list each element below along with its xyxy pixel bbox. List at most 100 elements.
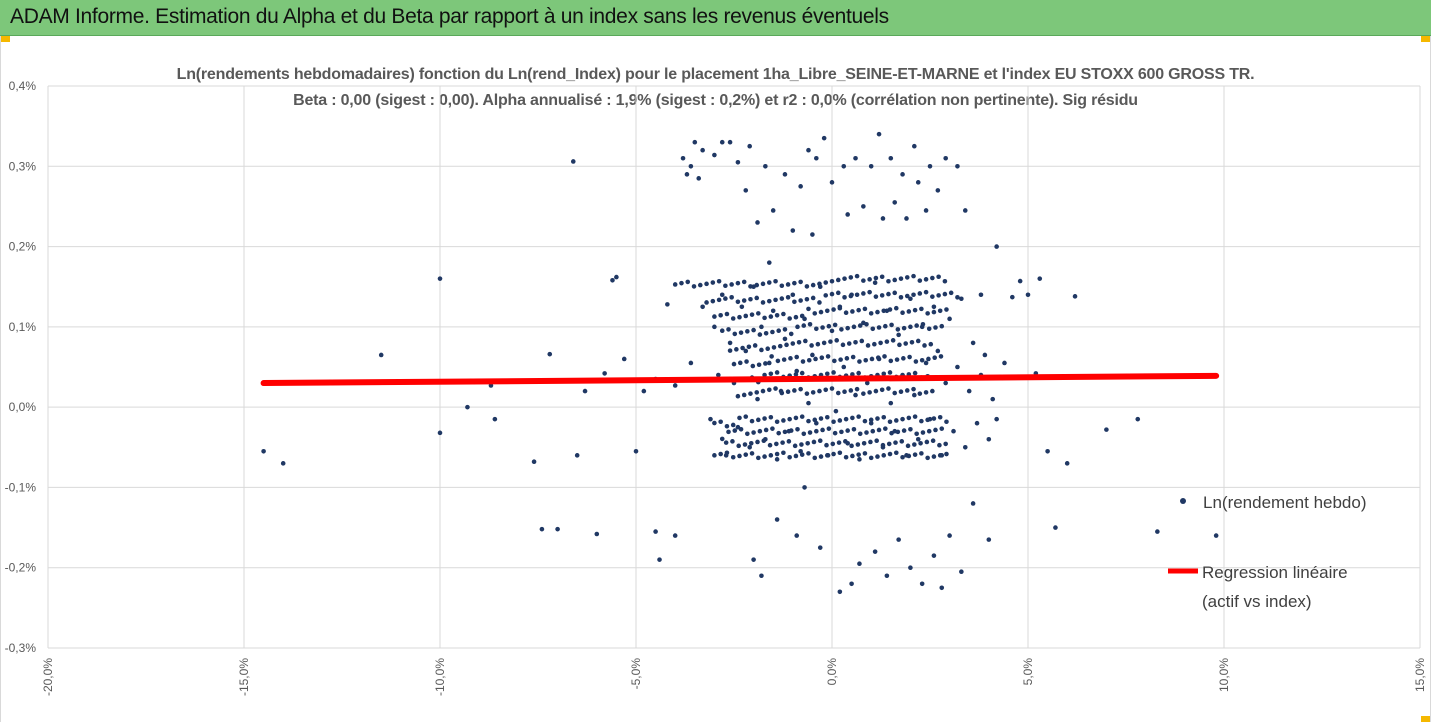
data-point — [832, 430, 838, 436]
data-point — [842, 389, 847, 395]
data-point — [842, 295, 847, 300]
data-point — [747, 143, 752, 149]
data-point — [919, 581, 925, 587]
data-point — [900, 454, 905, 460]
y-tick-label: -0,2% — [5, 561, 37, 575]
data-point — [610, 277, 615, 283]
data-point — [688, 360, 694, 366]
data-point — [875, 309, 880, 315]
data-point — [759, 573, 764, 579]
data-point — [738, 427, 744, 432]
data-point — [749, 451, 755, 456]
data-point — [814, 428, 819, 434]
data-point — [743, 188, 749, 193]
data-point — [943, 441, 948, 447]
data-point — [826, 426, 832, 431]
data-point — [724, 450, 730, 456]
data-point — [774, 419, 780, 425]
data-point — [928, 341, 934, 347]
data-point — [766, 360, 772, 366]
data-point — [824, 371, 830, 377]
data-point — [768, 371, 774, 377]
data-point — [926, 326, 932, 332]
data-point — [911, 386, 916, 392]
data-point — [756, 417, 761, 423]
data-point — [908, 324, 913, 330]
data-point — [719, 292, 725, 298]
legend: Ln(rendement hebdo) Regression linéaire (a… — [1168, 493, 1367, 611]
data-point — [787, 454, 792, 460]
data-point — [804, 296, 810, 302]
data-point — [864, 321, 869, 327]
data-point — [716, 372, 721, 378]
data-point — [888, 400, 894, 406]
data-point — [795, 324, 800, 330]
data-point — [378, 352, 384, 358]
data-point — [804, 284, 810, 289]
data-point — [845, 428, 850, 433]
data-point — [773, 297, 778, 303]
data-point — [727, 340, 733, 346]
data-point — [962, 208, 968, 213]
data-point — [959, 296, 964, 302]
data-point — [766, 387, 772, 393]
data-point — [931, 416, 937, 421]
data-point — [922, 343, 927, 348]
data-point — [735, 299, 741, 305]
data-point — [826, 323, 832, 329]
data-point — [962, 444, 968, 450]
data-point — [937, 414, 943, 420]
data-point — [923, 390, 929, 395]
data-point — [781, 450, 786, 456]
data-point — [708, 416, 713, 422]
data-point — [718, 419, 723, 425]
data-point — [743, 414, 749, 419]
data-point — [555, 526, 560, 532]
data-point — [829, 278, 835, 284]
data-point — [799, 452, 805, 457]
data-point — [937, 308, 943, 314]
data-point — [788, 356, 793, 361]
data-point — [814, 326, 819, 332]
data-point — [774, 441, 779, 447]
data-point — [930, 294, 935, 299]
scatter-points — [261, 131, 1219, 595]
data-point — [831, 307, 836, 312]
data-point — [798, 298, 803, 303]
data-point — [919, 306, 924, 312]
data-point — [763, 163, 768, 169]
data-point — [761, 438, 767, 444]
data-point — [907, 354, 912, 360]
data-point — [854, 292, 860, 298]
data-point — [914, 431, 919, 437]
data-point — [869, 356, 875, 362]
data-point — [873, 294, 879, 299]
data-point — [776, 430, 781, 436]
data-point — [876, 131, 882, 137]
data-point — [726, 429, 731, 435]
data-point — [539, 526, 545, 532]
data-point — [735, 393, 741, 399]
data-point — [800, 359, 806, 364]
data-point — [723, 283, 728, 289]
data-point — [756, 311, 761, 316]
data-point — [774, 457, 780, 462]
data-point — [719, 436, 725, 442]
legend-label-series: Ln(rendement hebdo) — [1203, 493, 1367, 512]
data-point — [970, 501, 976, 506]
data-point — [908, 565, 913, 571]
data-point — [872, 341, 877, 347]
data-point — [795, 427, 800, 432]
data-point — [899, 439, 905, 444]
data-point — [793, 372, 799, 377]
data-point — [846, 341, 852, 346]
data-point — [886, 291, 891, 297]
data-point — [820, 427, 825, 433]
data-point — [890, 338, 896, 343]
data-point — [774, 451, 780, 457]
data-point — [1002, 360, 1007, 366]
data-point — [806, 147, 811, 153]
data-point — [893, 418, 899, 423]
legend-label-regression: Regression linéaire — [1202, 563, 1348, 582]
data-point — [724, 311, 730, 317]
